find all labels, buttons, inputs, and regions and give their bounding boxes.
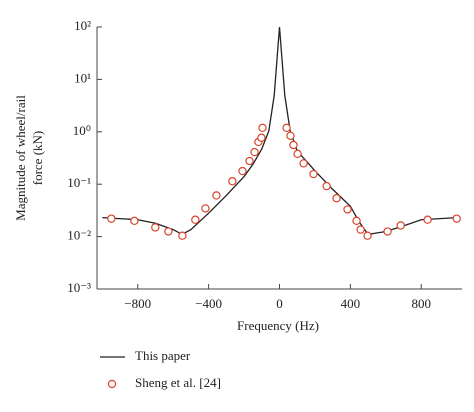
data-point	[245, 156, 254, 166]
data-point	[356, 225, 365, 234]
x-axis-label: Frequency (Hz)	[237, 318, 319, 333]
data-point	[322, 181, 331, 191]
data-point	[178, 231, 187, 240]
data-point	[257, 133, 266, 142]
legend-label: This paper	[135, 348, 191, 363]
data-line	[102, 26, 457, 236]
data-point	[201, 204, 210, 213]
data-point	[282, 123, 291, 133]
data-point	[130, 216, 139, 226]
data-point	[452, 214, 461, 223]
data-point	[164, 227, 173, 236]
data-point	[228, 177, 237, 186]
data-point	[289, 140, 298, 150]
x-tick-label: 800	[411, 296, 431, 311]
x-tick-label: 0	[276, 296, 283, 311]
data-point	[212, 191, 221, 200]
legend-label: Sheng et al. [24]	[135, 375, 221, 390]
data-point	[343, 205, 352, 214]
data-point	[423, 215, 432, 224]
y-axis-label: Magnitude of wheel/rail force (kN)	[13, 95, 45, 221]
data-point	[383, 227, 392, 236]
data-point	[332, 194, 341, 203]
legend-swatch	[107, 379, 117, 389]
data-point	[151, 223, 160, 232]
y-axis-label-line: force (kN)	[30, 131, 45, 186]
data-point	[107, 214, 116, 223]
y-tick-label: 10⁻³	[67, 280, 91, 295]
data-point	[250, 147, 259, 157]
data-point	[299, 159, 308, 168]
x-tick-label: −400	[195, 296, 222, 311]
y-tick-label: 10¹	[74, 70, 91, 85]
y-tick-label: 10⁻¹	[67, 175, 91, 190]
data-point	[363, 231, 372, 240]
data-point	[258, 123, 267, 133]
x-tick-label: 400	[341, 296, 361, 311]
data-point	[396, 221, 405, 230]
y-axis-label-line: Magnitude of wheel/rail	[13, 95, 28, 221]
data-point	[352, 216, 361, 226]
data-point	[309, 169, 318, 179]
data-point	[238, 166, 247, 176]
data-point	[191, 215, 200, 224]
x-tick-label: −800	[124, 296, 151, 311]
y-tick-label: 10⁻²	[67, 228, 91, 243]
data-point	[293, 149, 302, 159]
y-tick-label: 10²	[74, 18, 91, 33]
y-tick-label: 10⁰	[73, 123, 91, 138]
data-point	[286, 131, 295, 140]
